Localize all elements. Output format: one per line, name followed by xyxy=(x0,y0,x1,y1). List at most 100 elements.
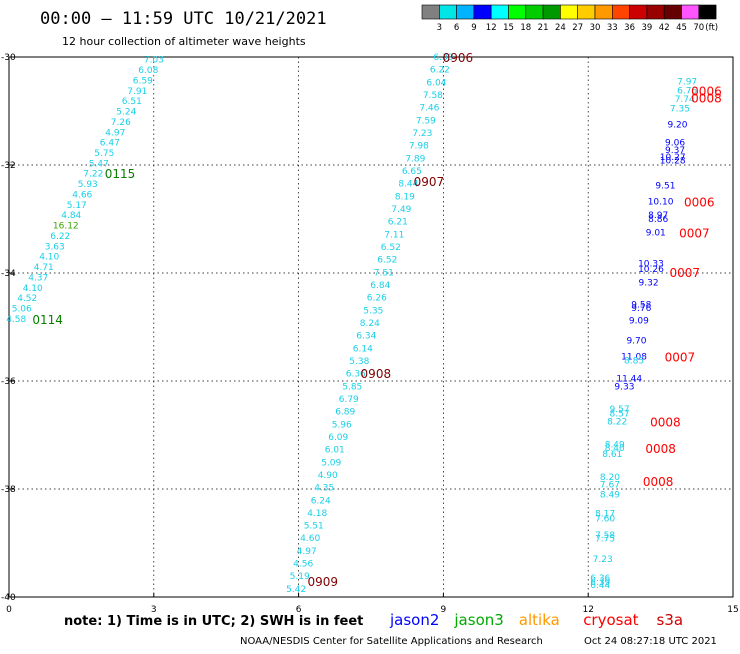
wave-height-point: 8.20 xyxy=(600,473,620,483)
wave-height-point: 5.35 xyxy=(363,306,383,316)
wave-height-point: 6.84 xyxy=(370,281,390,291)
wave-height-point: 9.57 xyxy=(610,405,630,415)
wave-height-point: 7.11 xyxy=(384,230,404,240)
wave-height-point: 7.89 xyxy=(405,154,425,164)
wave-height-point: 10.27 xyxy=(660,153,686,163)
chart-title: 00:00 – 11:59 UTC 10/21/2021 xyxy=(40,9,327,29)
wave-height-point: 7.75 xyxy=(595,535,615,545)
color-scale-label: 45 xyxy=(676,23,687,33)
y-tick-label: -32 xyxy=(1,161,16,171)
pass-time-label: 0007 xyxy=(669,266,700,280)
wave-height-point: 7.97 xyxy=(677,77,697,87)
wave-height-point: 8.22 xyxy=(607,418,627,428)
wave-height-point: 9.51 xyxy=(655,182,675,192)
color-scale-label: 3 xyxy=(437,23,442,33)
y-axis-ticks: -30 -32 -34 -36 -38 -40 xyxy=(1,53,16,603)
pass-time-label: 0007 xyxy=(679,227,710,241)
wave-height-point: 9.37 xyxy=(665,146,685,156)
color-scale-label: 6 xyxy=(454,23,459,33)
wave-height-point: 6.26 xyxy=(367,294,387,304)
color-scale-label: 9 xyxy=(471,23,476,33)
wave-height-point: 5.17 xyxy=(67,201,87,211)
pass-time-label: 0008 xyxy=(650,416,681,430)
wave-height-point: 6.24 xyxy=(311,496,331,506)
plot-frame xyxy=(8,56,734,598)
wave-height-point: 6.65 xyxy=(402,167,422,177)
pass-time-label: 0008 xyxy=(643,475,674,489)
color-scale-label: 39 xyxy=(641,23,652,33)
wave-height-point: 8.49 xyxy=(600,490,620,500)
y-tick-label: -30 xyxy=(1,53,16,63)
legend-entry: jason3 xyxy=(453,611,503,629)
color-scale-label: 18 xyxy=(520,23,531,33)
color-swatch xyxy=(438,4,457,20)
wave-height-point: 4.60 xyxy=(300,534,320,544)
wave-height-point: 8.86 xyxy=(648,215,668,225)
wave-height-point: 11.08 xyxy=(621,353,647,363)
pass-time-label: 0114 xyxy=(32,313,63,327)
wave-height-point: 8.85 xyxy=(624,356,644,366)
wave-height-point: 7.58 xyxy=(423,91,443,101)
wave-height-point: 9.76 xyxy=(631,304,651,314)
wave-height-point: 4.37 xyxy=(28,273,48,283)
grid-lines xyxy=(9,57,733,597)
x-tick-label: 3 xyxy=(151,605,157,615)
wave-height-point: 4.97 xyxy=(297,547,317,557)
legend-entry: s3a xyxy=(657,611,684,629)
x-tick-label: 12 xyxy=(582,605,593,615)
x-tick-label: 9 xyxy=(441,605,447,615)
wave-height-point: 7.58 xyxy=(595,531,615,541)
wave-height-point: 6.36 xyxy=(590,574,610,584)
color-scale-label: 24 xyxy=(555,23,566,33)
wave-height-point: 7.49 xyxy=(391,205,411,215)
wave-height-point: 9.32 xyxy=(639,279,659,289)
wave-height-point: 8.97 xyxy=(648,211,668,221)
wave-height-point: 10.26 xyxy=(638,265,664,275)
wave-height-point: 4.10 xyxy=(39,253,59,263)
wave-height-point: 7.91 xyxy=(127,87,147,97)
wave-height-point: 9.58 xyxy=(631,300,651,310)
color-swatch xyxy=(681,4,700,20)
wave-height-point: 9.06 xyxy=(665,138,685,148)
wave-height-point: 4.90 xyxy=(318,471,338,481)
wave-height-point: 4.97 xyxy=(105,128,125,138)
wave-height-point: 6.22 xyxy=(50,232,70,242)
wave-height-point: 10.33 xyxy=(638,259,664,269)
color-swatch xyxy=(611,4,630,20)
color-swatch xyxy=(421,4,440,20)
wave-height-point: 6.39 xyxy=(433,53,453,63)
wave-height-point: 7.51 xyxy=(374,268,394,278)
color-swatch xyxy=(473,4,492,20)
wave-height-point: 8.57 xyxy=(610,409,630,419)
x-axis-ticks: 0 3 6 9 12 15 xyxy=(6,593,739,615)
pass-time-label: 0008 xyxy=(645,442,676,456)
wave-height-point: 11.44 xyxy=(616,374,642,384)
color-swatch xyxy=(629,4,648,20)
data-points: 7.036.086.597.916.515.247.264.976.475.75… xyxy=(6,53,697,595)
wave-height-point: 8.49 xyxy=(605,441,625,451)
color-swatch xyxy=(508,4,527,20)
pass-time-label: 0907 xyxy=(414,175,445,189)
wave-height-point: 4.18 xyxy=(307,509,327,519)
wave-height-point: 6.52 xyxy=(381,243,401,253)
wave-height-point: 5.93 xyxy=(78,180,98,190)
satellite-legend: jason2 jason3 altika cryosat s3a xyxy=(389,611,683,629)
wave-height-point: 8.40 xyxy=(605,444,625,454)
wave-height-point: 7.74 xyxy=(675,95,695,105)
wave-height-point: 9.33 xyxy=(614,382,634,392)
color-swatch xyxy=(646,4,665,20)
wave-height-point: 9.01 xyxy=(646,229,666,239)
wave-height-point: 5.19 xyxy=(290,572,310,582)
wave-height-point: 7.98 xyxy=(409,142,429,152)
pass-time-label: 0906 xyxy=(443,51,474,65)
wave-height-point: 6.47 xyxy=(100,139,120,149)
wave-height-point: 4.71 xyxy=(34,263,54,273)
color-swatch xyxy=(594,4,613,20)
pass-time-label: 0908 xyxy=(361,367,392,381)
wave-height-point: 7.26 xyxy=(111,118,131,128)
pass-labels: 0115011409060907090809090006000800060007… xyxy=(32,51,721,589)
footer-credit: NOAA/NESDIS Center for Satellite Applica… xyxy=(240,636,543,647)
plot-area: 0 3 6 9 12 15 -30 -32 -34 -36 -38 -40 7.036.086.59… xyxy=(1,51,739,615)
